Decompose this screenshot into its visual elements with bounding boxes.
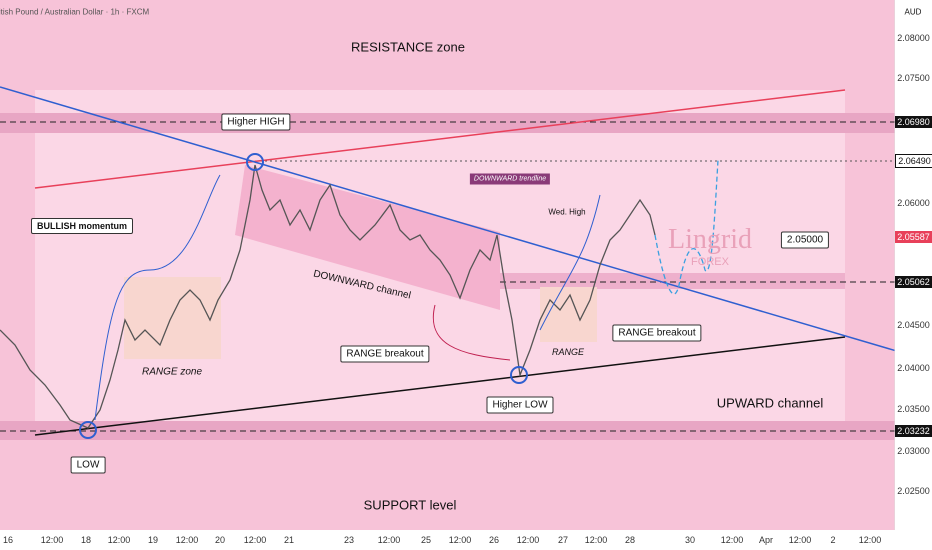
time-label: 16 bbox=[2, 535, 14, 545]
time-label: 12:00 bbox=[243, 535, 267, 545]
range-box bbox=[124, 277, 221, 359]
price-label: 2.06490 bbox=[895, 154, 932, 168]
price-label: 2.06980 bbox=[895, 116, 932, 128]
time-label: Apr bbox=[758, 535, 774, 545]
down-channel bbox=[235, 165, 500, 310]
time-label: 12:00 bbox=[107, 535, 131, 545]
price-label: 2.02500 bbox=[897, 486, 930, 496]
time-label: 18 bbox=[80, 535, 92, 545]
time-label: 19 bbox=[147, 535, 159, 545]
annotation: RANGE zone bbox=[141, 366, 203, 378]
marker bbox=[246, 153, 264, 171]
arrow bbox=[539, 194, 601, 331]
price-label: 2.05587 bbox=[895, 231, 932, 243]
support-band bbox=[0, 421, 895, 440]
watermark-sub: FOREX bbox=[691, 256, 729, 268]
black-line bbox=[34, 336, 846, 436]
annotation: RESISTANCE zone bbox=[351, 39, 465, 55]
level-band bbox=[500, 273, 845, 289]
annotation: Wed. High bbox=[548, 207, 586, 217]
marker bbox=[79, 421, 97, 439]
annotation: BULLISH momentum bbox=[31, 218, 133, 234]
watermark: Lingrid bbox=[668, 224, 752, 255]
annotation: RANGE breakout bbox=[340, 345, 430, 363]
blue-trendline bbox=[0, 86, 901, 353]
price-label: 2.05062 bbox=[895, 276, 932, 288]
time-label: 2 bbox=[830, 535, 836, 545]
marker bbox=[510, 366, 528, 384]
annotation: LOW bbox=[70, 456, 106, 474]
time-label: 12:00 bbox=[448, 535, 472, 545]
resistance-band bbox=[0, 113, 895, 133]
annotation: RANGE breakout bbox=[612, 324, 702, 342]
currency: AUD bbox=[904, 7, 922, 17]
time-label: 26 bbox=[488, 535, 500, 545]
price-label: 2.04500 bbox=[897, 320, 930, 330]
annotation: Higher LOW bbox=[486, 396, 554, 414]
arrow bbox=[94, 174, 221, 421]
price-path bbox=[0, 164, 656, 429]
annotation: 2.05000 bbox=[780, 231, 830, 249]
time-label: 21 bbox=[283, 535, 295, 545]
time-label: 12:00 bbox=[858, 535, 882, 545]
time-label: 30 bbox=[684, 535, 696, 545]
time-label: 12:00 bbox=[377, 535, 401, 545]
annotation: Higher HIGH bbox=[221, 113, 291, 131]
red-line bbox=[34, 89, 846, 189]
time-label: 20 bbox=[214, 535, 226, 545]
annotation: RANGE bbox=[551, 347, 585, 357]
price-label: 2.06000 bbox=[897, 198, 930, 208]
price-label: 2.03500 bbox=[897, 404, 930, 414]
time-label: 12:00 bbox=[516, 535, 540, 545]
time-label: 27 bbox=[557, 535, 569, 545]
price-label: 2.07500 bbox=[897, 73, 930, 83]
time-label: 23 bbox=[343, 535, 355, 545]
time-label: 12:00 bbox=[788, 535, 812, 545]
time-label: 12:00 bbox=[584, 535, 608, 545]
arrow bbox=[432, 304, 511, 361]
annotation: DOWNWARD trendline bbox=[469, 173, 551, 185]
time-label: 28 bbox=[624, 535, 636, 545]
annotation: SUPPORT level bbox=[363, 497, 457, 513]
price-label: 2.03232 bbox=[895, 425, 932, 437]
time-label: 25 bbox=[420, 535, 432, 545]
projection bbox=[654, 159, 719, 295]
time-label: 12:00 bbox=[175, 535, 199, 545]
price-axis-bg bbox=[895, 0, 932, 530]
price-label: 2.04000 bbox=[897, 363, 930, 373]
price-label: 2.08000 bbox=[897, 33, 930, 43]
title: British Pound / Australian Dollar · 1h ·… bbox=[0, 7, 150, 17]
time-axis-bg bbox=[0, 530, 932, 550]
price-label: 2.03000 bbox=[897, 446, 930, 456]
annotation: UPWARD channel bbox=[716, 395, 824, 411]
time-label: 12:00 bbox=[720, 535, 744, 545]
time-label: 12:00 bbox=[40, 535, 64, 545]
